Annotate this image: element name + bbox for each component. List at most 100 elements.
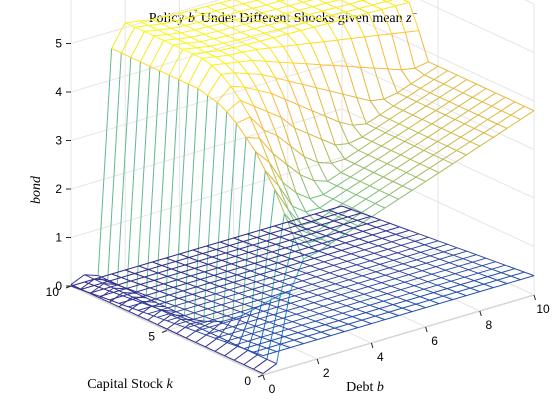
mesh-line-x — [240, 99, 255, 107]
mesh-line-x — [472, 257, 487, 263]
mesh-line-y — [328, 316, 339, 322]
mesh-line-y — [215, 56, 226, 65]
mesh-line-x — [294, 246, 309, 252]
mesh-line-y — [280, 117, 292, 147]
mesh-line-y — [192, 53, 203, 59]
mesh-line-y — [151, 305, 162, 311]
mesh-line-x — [272, 310, 287, 316]
mesh-line-x — [280, 339, 295, 345]
mesh-line-x — [198, 18, 213, 23]
mesh-line-y — [253, 368, 264, 374]
mesh-line-y — [243, 86, 255, 107]
mesh-line-y — [259, 138, 270, 163]
mesh-line-y — [165, 301, 176, 307]
mesh-line-y — [271, 16, 282, 23]
tick-labels: 024681005100123456 — [46, 0, 550, 396]
mesh-line-x — [462, 83, 477, 94]
mesh-line-x — [267, 254, 282, 260]
mesh-line-y — [175, 20, 186, 26]
mesh-line-x — [237, 310, 253, 347]
mesh-line-y — [395, 5, 406, 33]
mesh-line-y — [429, 92, 440, 98]
mesh-line-x — [368, 8, 383, 14]
mesh-line-x — [279, 0, 287, 2]
mesh-line-y — [228, 289, 239, 294]
mesh-line-y — [274, 189, 285, 214]
mesh-line-x — [290, 298, 305, 304]
mesh-line-x — [122, 292, 137, 294]
mesh-line-y — [390, 149, 402, 156]
mesh-line-y — [410, 292, 421, 298]
mesh-line-x — [415, 299, 430, 305]
y-axis-label: Capital Stock k — [87, 377, 173, 392]
mesh-line-y — [348, 279, 359, 284]
mesh-line-y — [303, 156, 315, 181]
mesh-line-x — [423, 141, 438, 151]
mesh-line-x — [272, 153, 288, 165]
mesh-line-x — [344, 282, 359, 288]
mesh-line-x — [366, 114, 381, 125]
mesh-line-x — [349, 0, 364, 5]
mesh-line-x — [165, 253, 180, 259]
mesh-line-x — [223, 274, 238, 280]
mesh-line-x — [322, 7, 336, 12]
mesh-line-y — [293, 339, 304, 345]
mesh-line-y — [399, 226, 410, 231]
mesh-line-x — [400, 285, 415, 291]
mesh-line-y — [166, 328, 177, 334]
mesh-line-x — [248, 12, 263, 17]
mesh-line-y — [265, 61, 276, 79]
mesh-line-x — [429, 158, 444, 169]
mesh-line-y — [221, 259, 232, 265]
mesh-line-y — [280, 343, 291, 349]
mesh-line-y — [186, 42, 197, 49]
mesh-line-x — [368, 237, 383, 243]
mesh-line-y — [265, 284, 276, 290]
mesh-line-x — [202, 10, 217, 15]
mesh-line-x — [294, 14, 309, 19]
mesh-line-x — [288, 209, 303, 226]
mesh-line-y — [232, 326, 243, 331]
mesh-line-x — [402, 101, 417, 111]
mesh-line-y — [252, 7, 263, 14]
mesh-line-x — [215, 245, 230, 250]
mesh-line-x — [215, 6, 230, 12]
mesh-line-y — [84, 274, 95, 280]
mesh-line-y — [117, 284, 128, 289]
mesh-line-x — [271, 93, 286, 100]
mesh-line-y — [335, 238, 346, 244]
mesh-line-y — [179, 253, 190, 258]
mesh-line-y — [184, 24, 195, 31]
mesh-line-y — [273, 37, 284, 47]
mesh-line-y — [423, 149, 434, 156]
z-tick-label: 6 — [55, 0, 62, 2]
mesh-line-y — [287, 265, 298, 271]
mesh-line-y — [286, 164, 297, 194]
mesh-line-x — [255, 321, 270, 327]
mesh-line-x — [331, 286, 346, 292]
mesh-line-x — [326, 0, 340, 4]
mesh-line-x — [481, 261, 496, 267]
mesh-line-x — [364, 245, 379, 251]
mesh-line-x — [402, 303, 417, 309]
mesh-line-y — [322, 10, 333, 16]
mesh-line-y — [89, 292, 101, 299]
mesh-line-y — [433, 247, 444, 253]
mesh-line-y — [205, 334, 216, 339]
mesh-line-y — [338, 216, 349, 222]
mesh-line-y — [190, 275, 201, 280]
mesh-line-x — [327, 294, 342, 300]
mesh-line-y — [373, 297, 384, 302]
mesh-line-x — [453, 79, 468, 89]
mesh-line-x — [297, 221, 312, 226]
mesh-line-x — [385, 0, 394, 2]
mesh-line-y — [468, 110, 479, 116]
mesh-line-y — [144, 31, 155, 37]
mesh-line-y — [405, 237, 416, 242]
mesh-line-x — [315, 316, 330, 322]
mesh-line-y — [284, 336, 295, 341]
mesh-line-y — [311, 283, 322, 289]
mesh-line-y — [483, 283, 494, 289]
mesh-line-y — [351, 209, 362, 214]
mesh-line-x — [383, 92, 398, 100]
